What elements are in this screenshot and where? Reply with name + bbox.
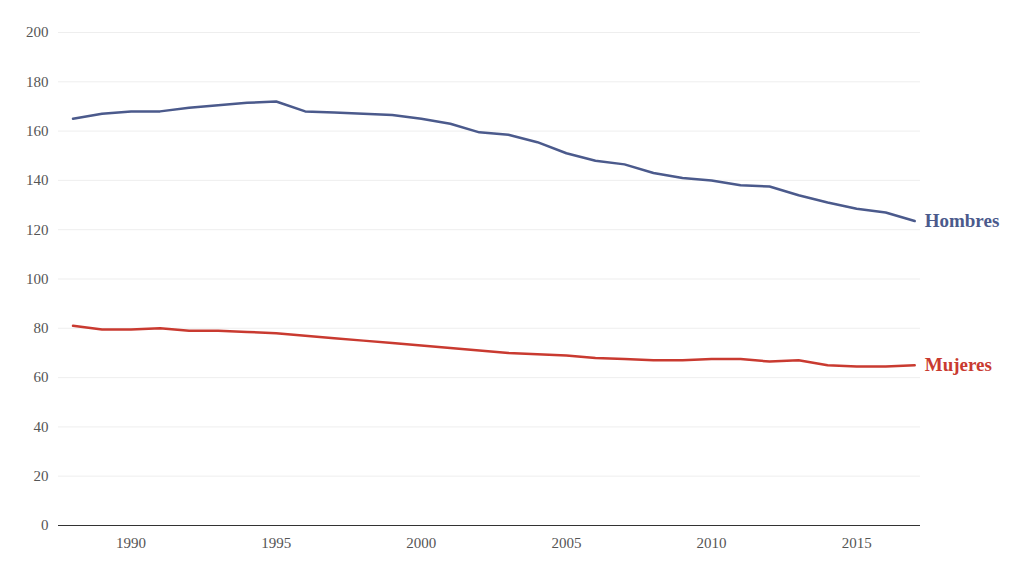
svg-text:2005: 2005 bbox=[551, 535, 581, 551]
svg-text:40: 40 bbox=[34, 419, 49, 435]
svg-text:20: 20 bbox=[34, 468, 49, 484]
svg-text:Hombres: Hombres bbox=[925, 210, 1000, 231]
svg-text:0: 0 bbox=[41, 517, 49, 533]
svg-text:160: 160 bbox=[26, 123, 49, 139]
svg-text:140: 140 bbox=[26, 172, 49, 188]
svg-text:80: 80 bbox=[34, 320, 49, 336]
svg-text:1995: 1995 bbox=[261, 535, 291, 551]
svg-text:1990: 1990 bbox=[116, 535, 146, 551]
svg-text:180: 180 bbox=[26, 74, 49, 90]
svg-text:2000: 2000 bbox=[406, 535, 436, 551]
svg-text:100: 100 bbox=[26, 271, 49, 287]
svg-text:120: 120 bbox=[26, 222, 49, 238]
svg-text:2015: 2015 bbox=[842, 535, 872, 551]
svg-text:Mujeres: Mujeres bbox=[925, 354, 992, 375]
svg-text:2010: 2010 bbox=[697, 535, 727, 551]
svg-text:200: 200 bbox=[26, 24, 49, 40]
svg-text:60: 60 bbox=[34, 369, 49, 385]
